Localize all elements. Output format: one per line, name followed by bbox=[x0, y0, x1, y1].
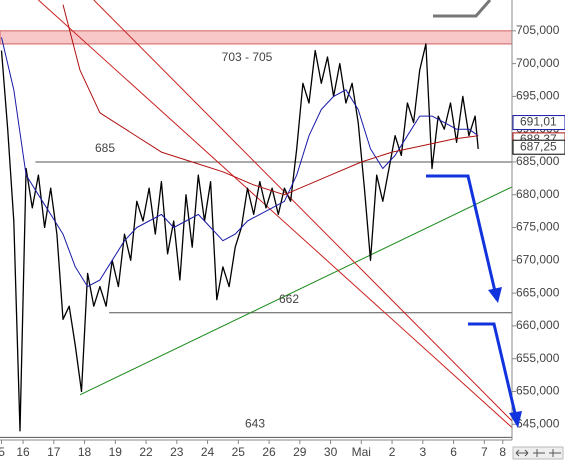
price-label: 687,25 bbox=[520, 139, 557, 153]
arrow-annotation bbox=[426, 174, 499, 301]
x-tick-label: 24 bbox=[201, 445, 215, 459]
x-tick-label: 8 bbox=[499, 445, 506, 459]
y-tick-label: 685,000 bbox=[516, 154, 560, 168]
x-tick-label: 19 bbox=[109, 445, 123, 459]
nav-icons[interactable] bbox=[512, 446, 564, 460]
x-tick-label: Mai bbox=[352, 445, 371, 459]
y-tick-label: 650,000 bbox=[516, 384, 560, 398]
y-tick-label: 680,000 bbox=[516, 187, 560, 201]
moving-average bbox=[62, 4, 479, 196]
annotation-stroke bbox=[433, 0, 492, 18]
zone-label: 703 - 705 bbox=[222, 50, 273, 64]
price-label-box bbox=[512, 139, 565, 155]
price-label: 691,01 bbox=[520, 115, 557, 129]
level-label: 643 bbox=[245, 417, 265, 431]
trendline bbox=[38, 0, 513, 428]
x-tick-label: 5 bbox=[0, 445, 5, 459]
arrow-head bbox=[488, 287, 502, 303]
price-label-box bbox=[512, 115, 565, 131]
x-tick-label: 7 bbox=[481, 445, 488, 459]
resistance-zone bbox=[0, 30, 513, 45]
x-tick-label: 30 bbox=[324, 445, 338, 459]
x-tick-label: 25 bbox=[232, 445, 246, 459]
x-tick-label: 17 bbox=[47, 445, 61, 459]
trendline bbox=[79, 186, 513, 396]
level-label: 685 bbox=[95, 141, 115, 155]
y-tick-label: 705,000 bbox=[516, 23, 560, 37]
level-label: 662 bbox=[279, 292, 299, 306]
x-tick-label: 23 bbox=[170, 445, 184, 459]
x-tick-label: 18 bbox=[78, 445, 92, 459]
x-tick-label: 22 bbox=[139, 445, 153, 459]
arrow-annotation bbox=[468, 322, 519, 423]
trendline bbox=[93, 0, 513, 422]
moving-average bbox=[1, 37, 479, 288]
arrow-head bbox=[509, 411, 522, 428]
x-tick-label: 2 bbox=[389, 445, 396, 459]
y-tick-label: 660,000 bbox=[516, 318, 560, 332]
y-tick-label: 655,000 bbox=[516, 351, 560, 365]
x-tick-label: 16 bbox=[16, 445, 30, 459]
y-tick-label: 675,000 bbox=[516, 220, 560, 234]
x-tick-label: 3 bbox=[419, 445, 426, 459]
y-tick-label: 665,000 bbox=[516, 285, 560, 299]
y-tick-label: 670,000 bbox=[516, 252, 560, 266]
x-tick-label: 29 bbox=[293, 445, 307, 459]
y-tick-label: 645,000 bbox=[516, 416, 560, 430]
y-tick-label: 700,000 bbox=[516, 56, 560, 70]
y-tick-label: 695,000 bbox=[516, 89, 560, 103]
nav-arrows[interactable] bbox=[515, 449, 561, 457]
x-tick-label: 6 bbox=[450, 445, 457, 459]
x-tick-label: 26 bbox=[262, 445, 276, 459]
